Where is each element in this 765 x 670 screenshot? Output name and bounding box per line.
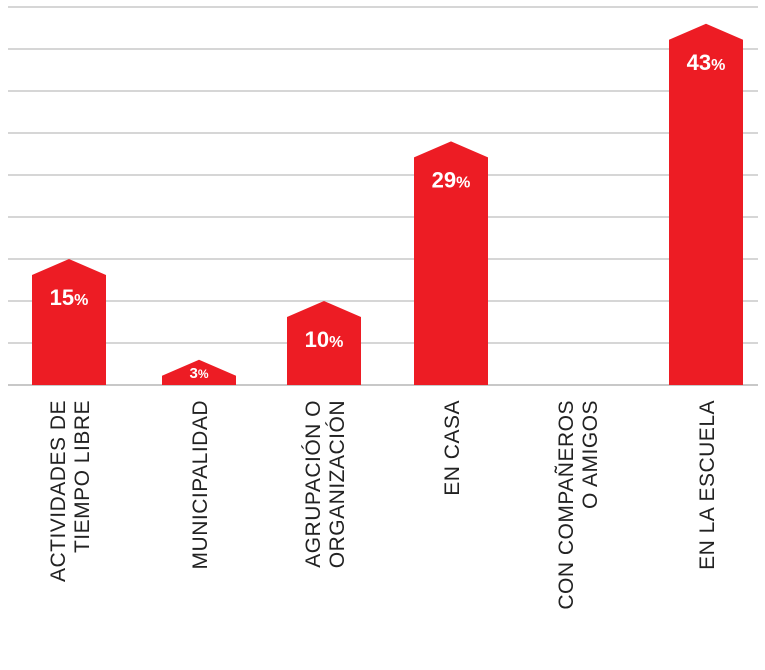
category-labels: ACTIVIDADES DETIEMPO LIBRE MUNICIPALIDAD A… bbox=[47, 400, 719, 610]
bar-value-label: 43% bbox=[687, 50, 726, 75]
category-label-line: EN CASA bbox=[441, 400, 464, 496]
category-label-line: AGRUPACIÓN O bbox=[302, 400, 325, 568]
bar bbox=[32, 259, 106, 385]
gridlines bbox=[8, 6, 758, 386]
category-label-line: O AMIGOS bbox=[579, 400, 602, 509]
category-label-line: MUNICIPALIDAD bbox=[189, 400, 212, 569]
bar bbox=[162, 359, 236, 385]
bar bbox=[669, 23, 743, 386]
bar-group: 10% bbox=[287, 301, 361, 385]
category-label: EN LA ESCUELA bbox=[696, 400, 719, 570]
bar-value-label: 15% bbox=[50, 285, 89, 310]
category-label: MUNICIPALIDAD bbox=[189, 400, 212, 569]
bar-group: 15% bbox=[32, 259, 106, 385]
bar-value-label: 10% bbox=[305, 327, 344, 352]
bar-group: 29% bbox=[414, 141, 488, 385]
bar-group: 43% bbox=[669, 23, 743, 386]
category-label-line: CON COMPAÑEROS bbox=[554, 400, 578, 610]
bar bbox=[287, 301, 361, 385]
category-label-line: TIEMPO LIBRE bbox=[71, 400, 94, 553]
category-label: AGRUPACIÓN OORGANIZACIÓN bbox=[302, 400, 349, 568]
category-label: EN CASA bbox=[441, 400, 464, 496]
category-label-line: EN LA ESCUELA bbox=[696, 400, 719, 570]
bar-value-label: 3% bbox=[189, 365, 208, 382]
bar-value-label: 29% bbox=[432, 167, 471, 192]
bar-group: 3% bbox=[162, 359, 236, 385]
bar bbox=[414, 141, 488, 385]
category-label-line: ACTIVIDADES DE bbox=[47, 400, 70, 582]
category-label: CON COMPAÑEROSO AMIGOS bbox=[554, 400, 602, 610]
bars: 15% 3% 10% 29% 43% bbox=[32, 23, 743, 386]
category-label-line: ORGANIZACIÓN bbox=[326, 400, 349, 568]
category-label: ACTIVIDADES DETIEMPO LIBRE bbox=[47, 400, 94, 582]
